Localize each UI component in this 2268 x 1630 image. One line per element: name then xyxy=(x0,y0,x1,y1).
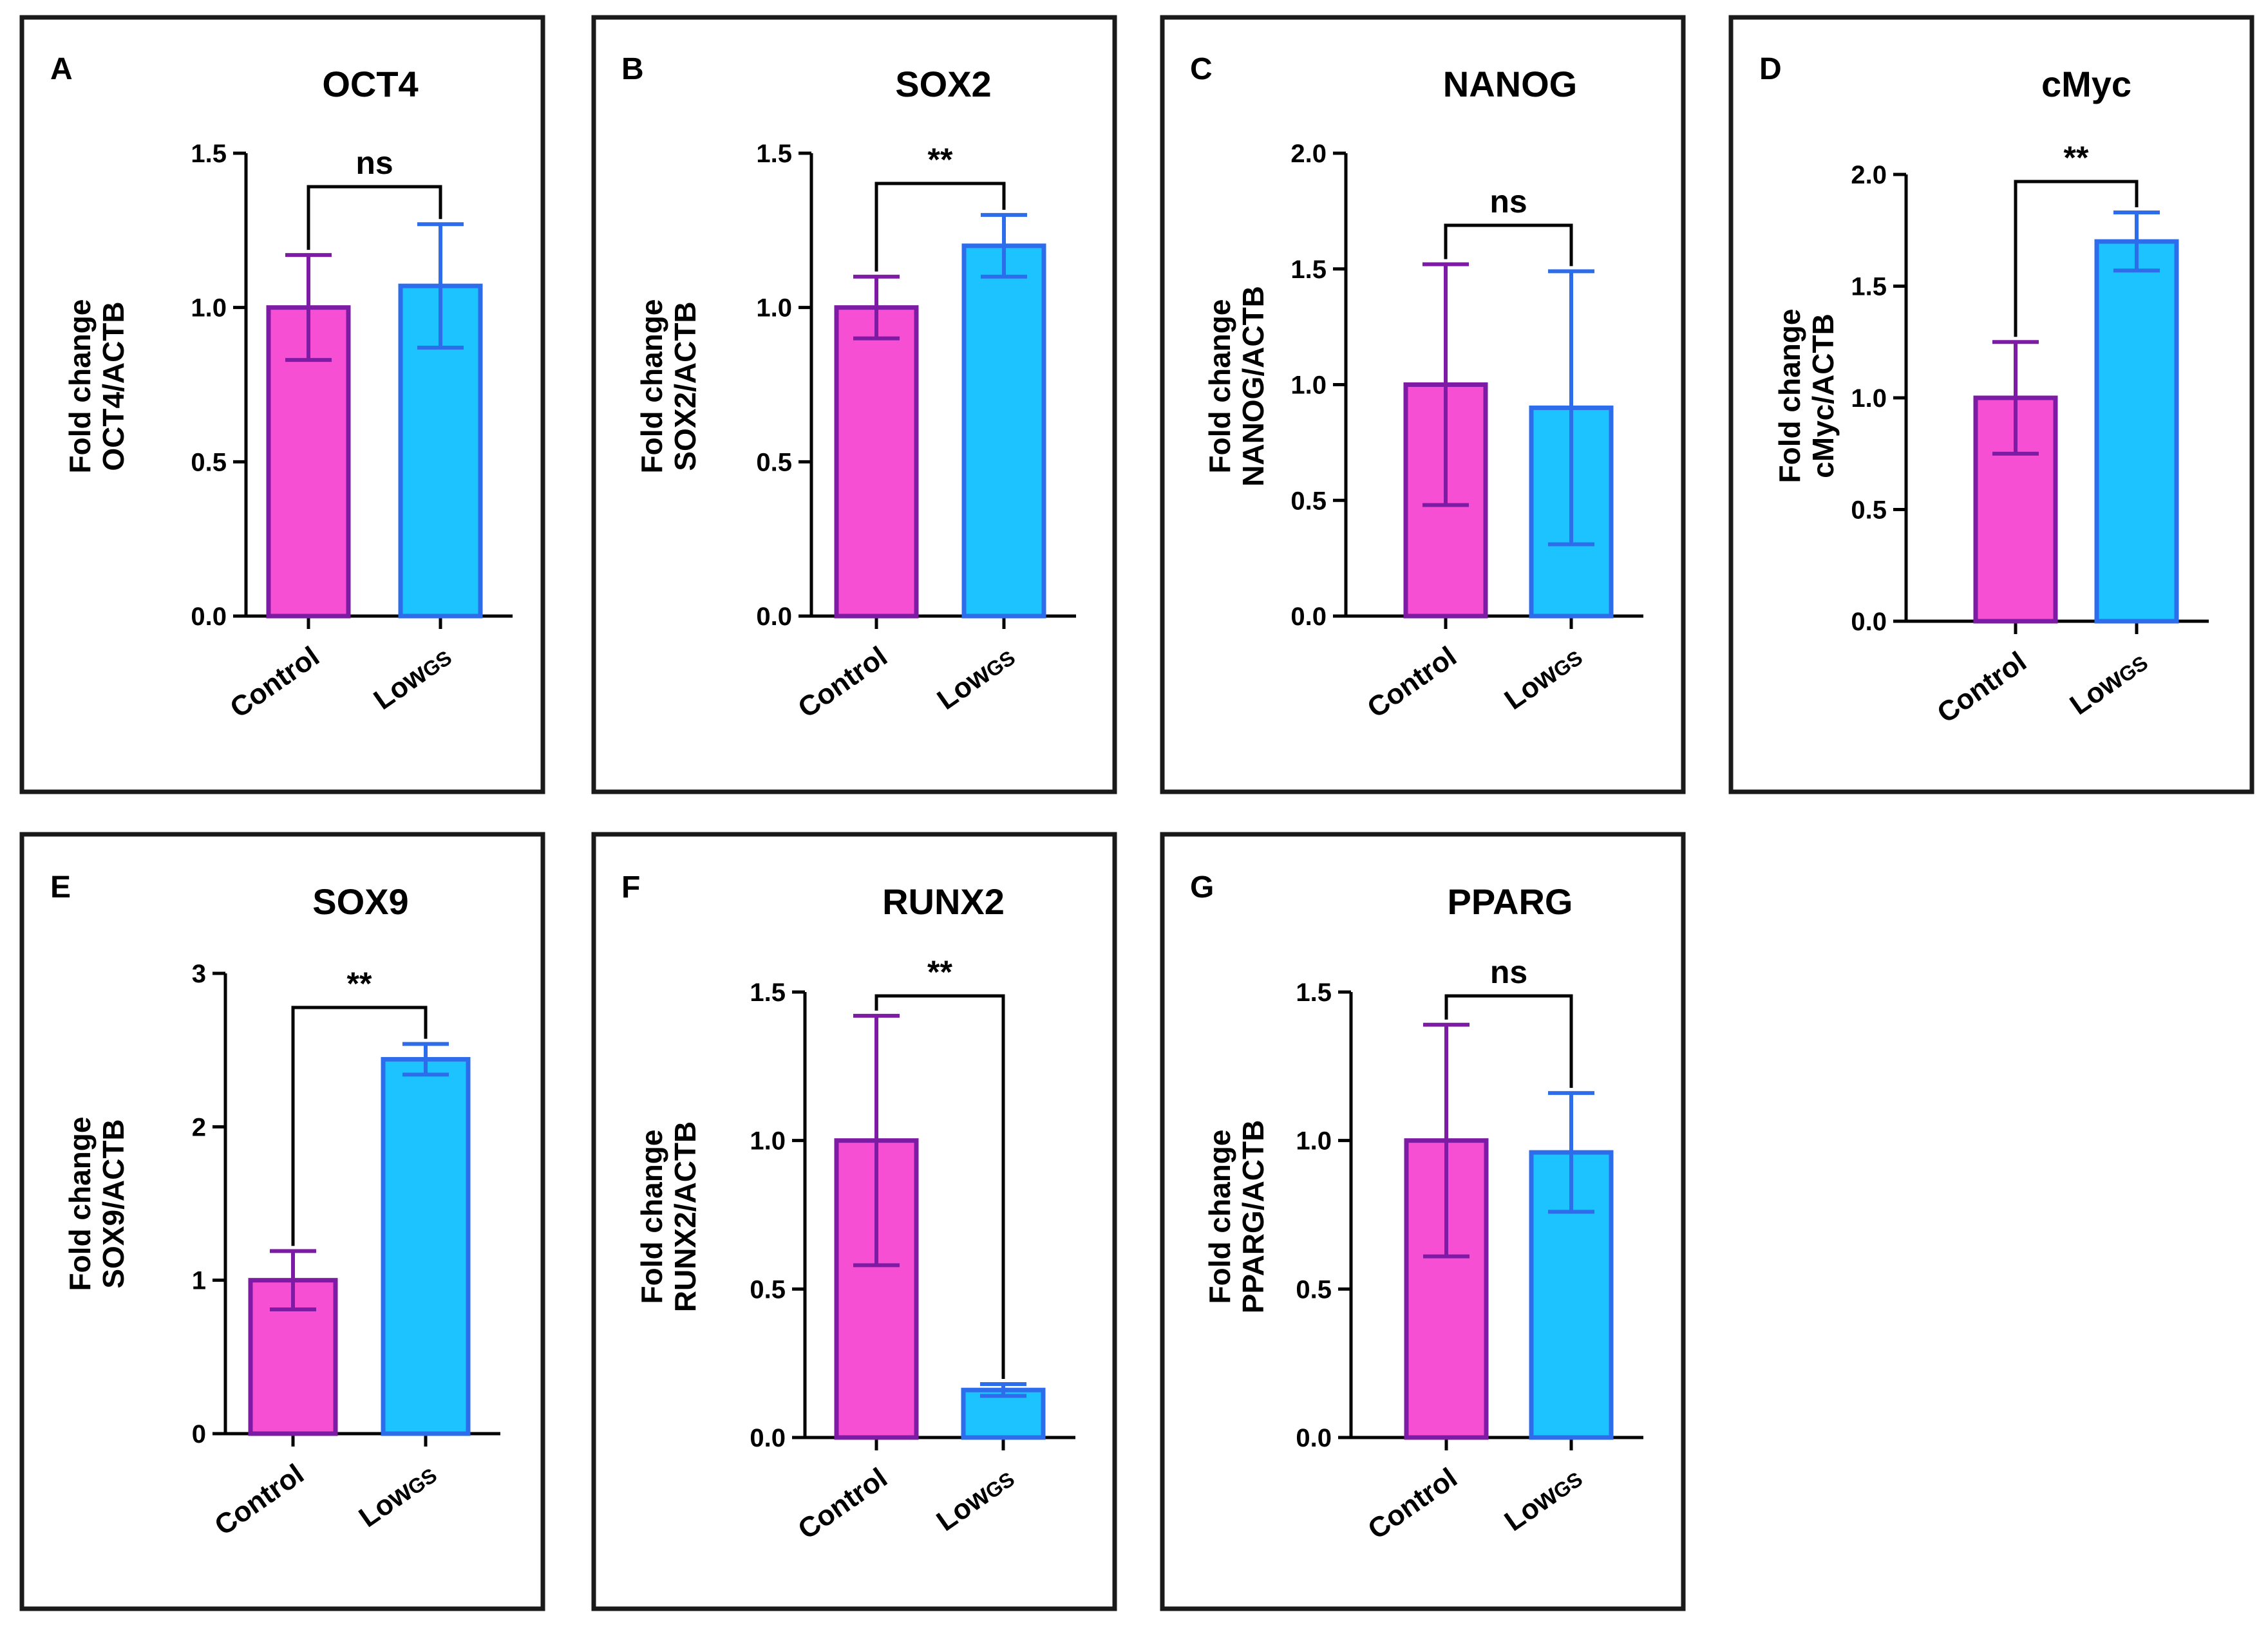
y-axis-label-line2: OCT4/ACTB xyxy=(97,301,130,471)
y-axis-label-line2: NANOG/ACTB xyxy=(1236,286,1270,487)
y-axis-label-line1: Fold change xyxy=(63,299,97,474)
y-tick-label: 1.0 xyxy=(1290,371,1327,400)
y-tick-label: 1.0 xyxy=(750,1127,786,1156)
y-tick-label: 0.5 xyxy=(750,1275,786,1304)
y-axis-label: Fold changeOCT4/ACTB xyxy=(63,299,130,474)
y-axis-label-line1: Fold change xyxy=(1203,1130,1236,1304)
y-axis-label-line1: Fold change xyxy=(1203,299,1236,474)
bar-control xyxy=(834,305,919,619)
y-tick-label: 1 xyxy=(192,1267,206,1295)
y-axis-label: Fold changeNANOG/ACTB xyxy=(1203,286,1270,487)
bar-lowgs xyxy=(961,1387,1046,1440)
panel-letter: E xyxy=(50,870,71,904)
chart-title: PPARG xyxy=(1448,881,1573,922)
y-tick-label: 1.0 xyxy=(191,294,227,323)
chart-title: SOX9 xyxy=(312,881,408,922)
panel-letter: G xyxy=(1190,870,1214,904)
y-axis-label: Fold changeSOX2/ACTB xyxy=(635,299,702,474)
y-tick-label: 0.0 xyxy=(756,603,792,631)
y-tick-label: 0.0 xyxy=(1296,1424,1332,1452)
y-axis-label: Fold changeSOX9/ACTB xyxy=(63,1117,130,1291)
y-tick-label: 1.0 xyxy=(1851,384,1887,413)
y-axis-label-line1: Fold change xyxy=(635,1130,668,1304)
y-axis-label: Fold changeRUNX2/ACTB xyxy=(635,1121,702,1312)
chart-title: SOX2 xyxy=(895,64,991,104)
y-tick-label: 1.5 xyxy=(756,140,792,168)
significance-bracket xyxy=(1444,223,1573,267)
significance-label: ns xyxy=(1490,954,1527,990)
y-tick-label: 0.5 xyxy=(756,448,792,476)
y-tick-label: 1.0 xyxy=(1296,1127,1332,1156)
chart-title: cMyc xyxy=(2041,64,2131,104)
panel-letter: C xyxy=(1190,52,1213,86)
y-tick-label: 0 xyxy=(192,1420,206,1448)
significance-label: ns xyxy=(1489,183,1527,220)
chart-title: NANOG xyxy=(1443,64,1577,104)
y-tick-label: 0.0 xyxy=(191,603,227,631)
y-tick-label: 2.0 xyxy=(1851,161,1887,189)
y-axis-label-line1: Fold change xyxy=(63,1117,97,1291)
y-axis-label: Fold changecMyc/ACTB xyxy=(1773,309,1840,483)
significance-bracket xyxy=(2014,180,2139,337)
y-axis-label-line2: RUNX2/ACTB xyxy=(668,1121,702,1312)
y-tick-label: 0.0 xyxy=(1851,608,1887,636)
panel-letter: B xyxy=(621,52,644,86)
significance-label: ns xyxy=(355,145,393,181)
significance-bracket xyxy=(1444,994,1573,1088)
y-axis-label-line2: SOX9/ACTB xyxy=(97,1119,130,1288)
chart-panel-c: C NANOG Fold changeNANOG/ACTB 0.0 0.5 1.0 1.5 2… xyxy=(1160,15,1686,794)
y-tick-label: 1.5 xyxy=(191,140,227,168)
y-tick-label: 3 xyxy=(192,960,206,988)
y-axis-label-line2: SOX2/ACTB xyxy=(668,301,702,471)
significance-label: ** xyxy=(2064,140,2089,176)
y-tick-label: 1.0 xyxy=(756,294,792,323)
y-tick-label: 0.5 xyxy=(1290,487,1327,515)
y-tick-label: 1.5 xyxy=(750,979,786,1007)
y-tick-label: 0.5 xyxy=(1296,1275,1332,1304)
bar-lowgs xyxy=(2094,239,2179,624)
chart-panel-f: F RUNX2 Fold changeRUNX2/ACTB 0.0 0.5 1.0 1.5 *… xyxy=(591,832,1117,1611)
y-tick-label: 2 xyxy=(192,1113,206,1141)
y-axis-label: Fold changePPARG/ACTB xyxy=(1203,1120,1270,1314)
bar-lowgs xyxy=(961,243,1046,619)
y-tick-label: 0.5 xyxy=(191,448,227,476)
significance-bracket xyxy=(307,185,442,250)
y-tick-label: 1.5 xyxy=(1851,273,1887,301)
chart-title: RUNX2 xyxy=(882,881,1005,922)
significance-label: ** xyxy=(928,142,953,178)
panel-letter: D xyxy=(1759,52,1782,86)
significance-label: ** xyxy=(927,954,952,990)
significance-bracket xyxy=(874,182,1006,272)
y-tick-label: 0.0 xyxy=(750,1424,786,1452)
y-tick-label: 1.5 xyxy=(1290,256,1327,284)
significance-bracket xyxy=(874,994,1005,1379)
panel-letter: F xyxy=(621,870,640,904)
y-axis-label-line1: Fold change xyxy=(1773,309,1806,483)
bar-lowgs xyxy=(381,1056,471,1436)
y-axis-label-line2: cMyc/ACTB xyxy=(1806,314,1840,478)
y-axis-label-line2: PPARG/ACTB xyxy=(1236,1120,1270,1314)
y-tick-label: 0.5 xyxy=(1851,496,1887,525)
significance-bracket xyxy=(291,1006,428,1246)
panel-letter: A xyxy=(50,52,73,86)
chart-title: OCT4 xyxy=(322,64,418,104)
chart-panel-g: G PPARG Fold changePPARG/ACTB 0.0 0.5 1.0 1.5 n… xyxy=(1160,832,1686,1611)
y-tick-label: 2.0 xyxy=(1290,140,1327,168)
y-tick-label: 1.5 xyxy=(1296,979,1332,1007)
y-tick-label: 0.0 xyxy=(1290,603,1327,631)
significance-label: ** xyxy=(347,966,372,1002)
y-axis-label-line1: Fold change xyxy=(635,299,668,474)
